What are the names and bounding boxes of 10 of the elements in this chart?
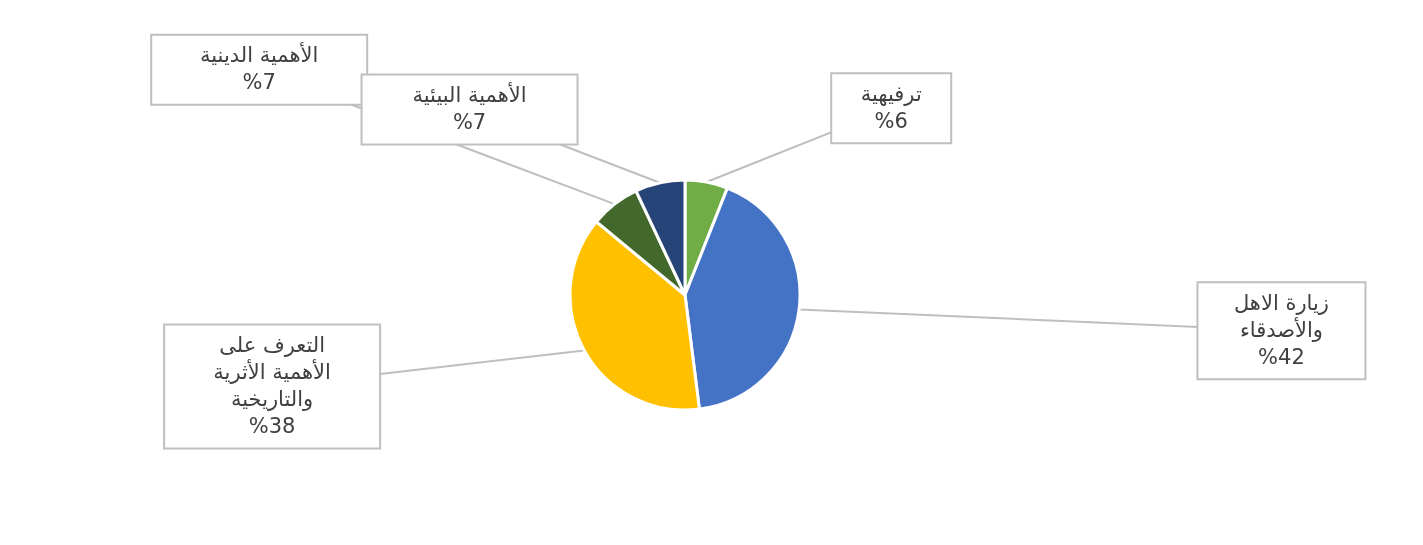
- data-label: %7: [242, 70, 276, 95]
- data-label: %42: [1258, 344, 1305, 369]
- data-label: %38: [248, 414, 296, 439]
- slice-label: زيارة الاهل والأصدقاء: [1233, 290, 1329, 342]
- slice-label: الأهمية البيئية: [412, 82, 527, 108]
- slice-label: الأهمية الدينية: [200, 42, 319, 68]
- slice-label: ترفيهية: [860, 81, 922, 106]
- data-label: %7: [452, 110, 487, 135]
- slice-label: التعرف على الأهمية الأثرية والتاريخية: [213, 333, 331, 412]
- data-label: %6: [874, 108, 908, 133]
